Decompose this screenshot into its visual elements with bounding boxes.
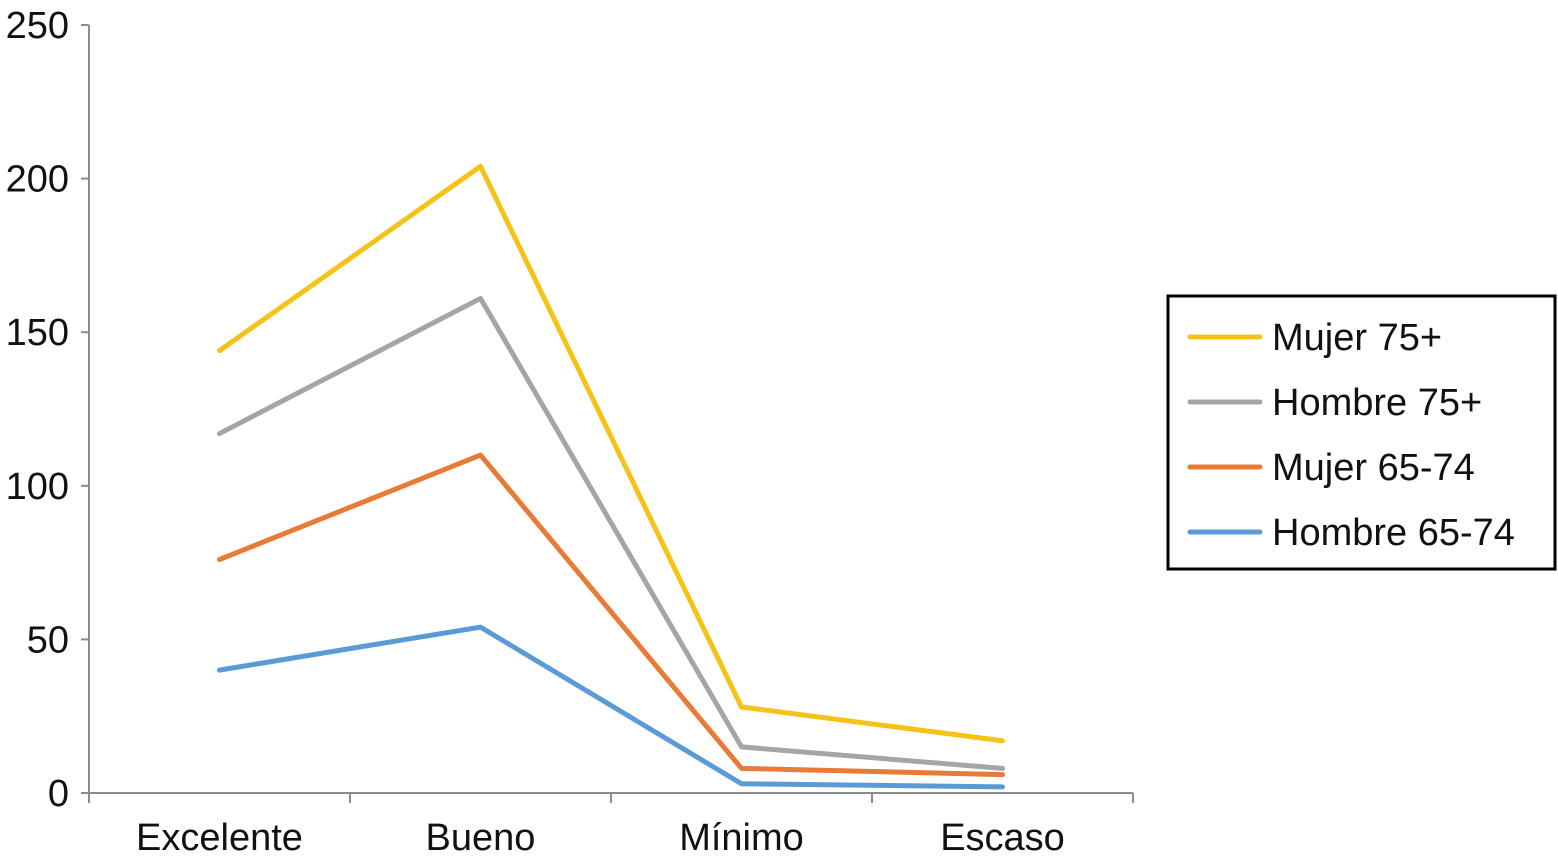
- legend: Mujer 75+ Hombre 75+ Mujer 65-74 Hombre 65-…: [1166, 294, 1557, 571]
- y-tick-label: 200: [6, 159, 69, 201]
- series-line-0: [217, 163, 1005, 744]
- y-tick-label: 100: [6, 466, 69, 508]
- series-lines: [217, 163, 1005, 790]
- axes: 0 50 100 150 200 250 Excelente Bueno Mínimo Escas…: [6, 5, 1134, 859]
- legend-label: Mujer 75+: [1272, 317, 1442, 359]
- legend-box: [1166, 294, 1557, 571]
- x-tick-label: Escaso: [940, 817, 1065, 859]
- x-tick-label: Mínimo: [679, 817, 804, 859]
- y-tick-label: 150: [6, 312, 69, 354]
- series-line-1: [217, 295, 1005, 771]
- legend-label: Hombre 65-74: [1272, 512, 1515, 554]
- y-tick-label: 50: [27, 619, 69, 661]
- y-tick-label: 0: [48, 773, 69, 815]
- y-tick-label: 250: [6, 5, 69, 47]
- series-line-3: [217, 624, 1005, 790]
- x-tick-label: Excelente: [136, 817, 303, 859]
- series-line-2: [217, 452, 1005, 778]
- legend-label: Hombre 75+: [1272, 382, 1482, 424]
- legend-label: Mujer 65-74: [1272, 447, 1475, 489]
- x-tick-label: Bueno: [426, 817, 536, 859]
